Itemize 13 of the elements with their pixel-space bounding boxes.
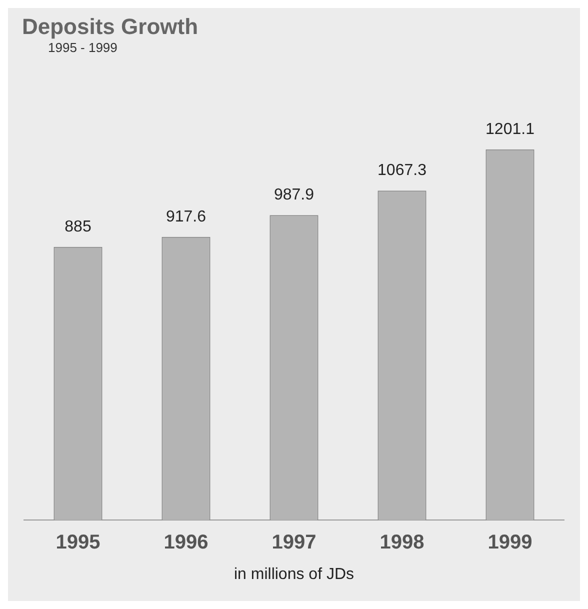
chart-subtitle: 1995 - 1999	[48, 40, 118, 55]
data-label: 1201.1	[486, 120, 535, 138]
data-label: 1067.3	[378, 162, 427, 180]
data-label: 885	[64, 218, 92, 236]
x-tick-label: 1995	[56, 532, 100, 554]
chart-title: Deposits Growth	[22, 14, 198, 40]
data-label: 917.6	[166, 208, 206, 226]
x-tick-label: 1998	[380, 532, 424, 554]
x-tick-label: 1997	[272, 532, 316, 554]
x-tick-label: 1996	[164, 532, 208, 554]
text: in millions of JDs	[232, 566, 356, 584]
data-label: 987.9	[274, 186, 314, 204]
x-tick-label: 1999	[488, 532, 532, 554]
